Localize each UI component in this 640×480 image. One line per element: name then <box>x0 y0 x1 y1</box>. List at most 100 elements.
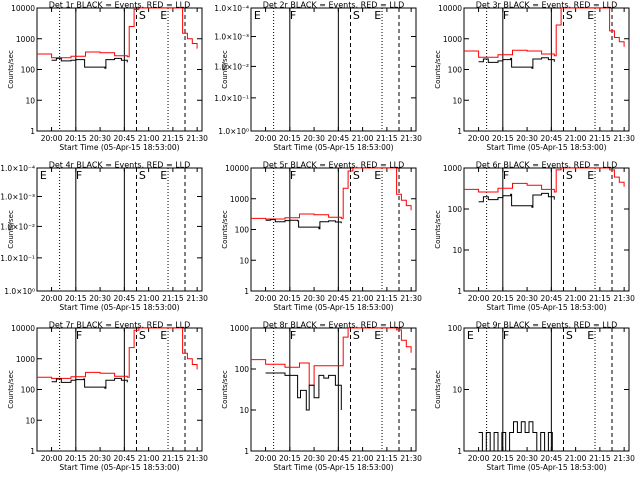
x-tick-label: 21:00 <box>352 294 374 303</box>
x-tick-label: 20:15 <box>65 134 87 143</box>
series-line-lld <box>37 328 198 379</box>
chart-panel-7: Det 7r BLACK = Events, RED = LLD 1 10 100 10… <box>7 321 208 473</box>
y-tick-label: 100 <box>448 324 463 333</box>
axes-frame <box>250 327 417 452</box>
y-tick-label: 1 <box>457 447 462 456</box>
y-tick-label: 10000 <box>225 164 249 173</box>
flag-label: E <box>40 169 47 182</box>
chart-title: Det 5r BLACK = Events, RED = LLD <box>263 161 405 170</box>
y-tick-label: 100 <box>448 205 463 214</box>
x-tick-label: 20:45 <box>114 294 136 303</box>
y-tick-label: 1000 <box>16 355 35 364</box>
x-tick-label: 21:30 <box>186 134 208 143</box>
axes-frame <box>36 167 203 292</box>
x-tick-label: 20:30 <box>89 454 111 463</box>
y-tick-label: 1 <box>244 287 249 296</box>
x-tick-label: 20:45 <box>328 454 350 463</box>
x-axis-label: Start Time (05-Apr-15 18:53:00) <box>59 463 179 472</box>
x-tick-label: 20:15 <box>492 454 514 463</box>
x-tick-label: 20:00 <box>255 454 277 463</box>
flag-label: E <box>587 9 594 22</box>
y-tick-label: 10 <box>25 416 35 425</box>
x-tick-label: 20:45 <box>114 454 136 463</box>
x-tick-label: 21:30 <box>400 454 422 463</box>
flag-label: F <box>76 329 82 342</box>
x-tick-label: 20:00 <box>41 294 63 303</box>
x-tick-label: 20:00 <box>468 294 490 303</box>
x-tick-label: 20:15 <box>492 294 514 303</box>
series-line-events <box>478 421 553 451</box>
x-tick-label: 21:30 <box>400 134 422 143</box>
x-tick-label: 21:15 <box>162 454 184 463</box>
x-axis-label: Start Time (05-Apr-15 18:53:00) <box>486 143 606 152</box>
y-tick-label: 1.0×10⁰ <box>218 127 249 136</box>
chart-panel-3: Det 3r BLACK = Events, RED = LLD 1 10 100 10… <box>434 1 635 153</box>
x-tick-label: 20:15 <box>65 294 87 303</box>
x-axis-label: Start Time (05-Apr-15 18:53:00) <box>486 303 606 312</box>
x-tick-label: 20:15 <box>279 454 301 463</box>
axes-frame <box>250 167 417 292</box>
y-tick-label: 1 <box>30 127 35 136</box>
plot-area <box>273 8 400 131</box>
chart-panel-2: Det 2r BLACK = Events, RED = LLD 1.0×10⁰ 1… <box>214 1 422 153</box>
y-axis-label: Counts/sec <box>7 210 15 249</box>
series-line-lld <box>251 328 412 386</box>
x-tick-label: 20:30 <box>89 134 111 143</box>
y-tick-label: 1000 <box>230 324 249 333</box>
y-tick-label: 100 <box>21 386 36 395</box>
flag-label: E <box>587 169 594 182</box>
chart-title: Det 9r BLACK = Events, RED = LLD <box>476 321 618 330</box>
x-tick-label: 20:00 <box>468 454 490 463</box>
flag-label: E <box>160 169 167 182</box>
x-axis-label: Start Time (05-Apr-15 18:53:00) <box>273 303 393 312</box>
flag-label: S <box>353 329 360 342</box>
series-line-events <box>51 57 128 69</box>
y-tick-label: 1.0×10⁻¹ <box>214 94 249 103</box>
x-tick-label: 21:30 <box>186 454 208 463</box>
x-tick-label: 21:15 <box>376 134 398 143</box>
flag-label: F <box>503 329 509 342</box>
x-tick-label: 20:45 <box>541 454 563 463</box>
x-tick-label: 20:30 <box>303 454 325 463</box>
y-tick-label: 1 <box>457 287 462 296</box>
y-tick-label: 1000 <box>443 164 462 173</box>
x-tick-label: 21:00 <box>565 454 587 463</box>
y-tick-label: 1.0×10⁻³ <box>0 193 35 202</box>
x-axis-label: Start Time (05-Apr-15 18:53:00) <box>486 463 606 472</box>
flag-label: E <box>374 329 381 342</box>
x-tick-label: 20:15 <box>492 134 514 143</box>
axes-frame <box>36 327 203 452</box>
x-tick-label: 20:45 <box>114 134 136 143</box>
flag-label: F <box>503 9 509 22</box>
x-tick-label: 21:00 <box>565 294 587 303</box>
x-tick-label: 21:15 <box>589 134 611 143</box>
plot-area <box>37 328 198 451</box>
y-axis-label: Counts/sec <box>221 50 229 89</box>
axes-frame <box>250 7 417 132</box>
plot-area <box>251 328 412 451</box>
series-line-events <box>265 219 342 230</box>
flag-label: E <box>374 169 381 182</box>
flag-label: F <box>290 9 296 22</box>
chart-panel-1: Det 1r BLACK = Events, RED = LLD 1 10 100 10… <box>7 1 208 153</box>
flag-label: S <box>353 169 360 182</box>
y-tick-label: 1 <box>30 447 35 456</box>
series-line-lld <box>464 168 625 193</box>
chart-title: Det 2r BLACK = Events, RED = LLD <box>263 1 405 10</box>
x-tick-label: 21:15 <box>376 454 398 463</box>
y-tick-label: 10000 <box>11 4 35 13</box>
plot-area <box>251 168 412 291</box>
y-tick-label: 1.0×10⁻² <box>214 62 249 71</box>
chart-title: Det 8r BLACK = Events, RED = LLD <box>263 321 405 330</box>
x-tick-label: 20:30 <box>303 134 325 143</box>
flag-label: S <box>139 329 146 342</box>
plot-area <box>59 168 186 291</box>
series-line-events <box>478 192 555 208</box>
x-tick-label: 21:00 <box>138 454 160 463</box>
y-tick-label: 1.0×10⁻⁴ <box>0 164 35 173</box>
y-axis-label: Counts/sec <box>434 50 442 89</box>
axes-frame <box>463 7 630 132</box>
y-tick-label: 10000 <box>438 4 462 13</box>
chart-panel-9: Det 9r BLACK = Events, RED = LLD 1 10 100 20… <box>434 321 635 473</box>
chart-title: Det 6r BLACK = Events, RED = LLD <box>476 161 618 170</box>
